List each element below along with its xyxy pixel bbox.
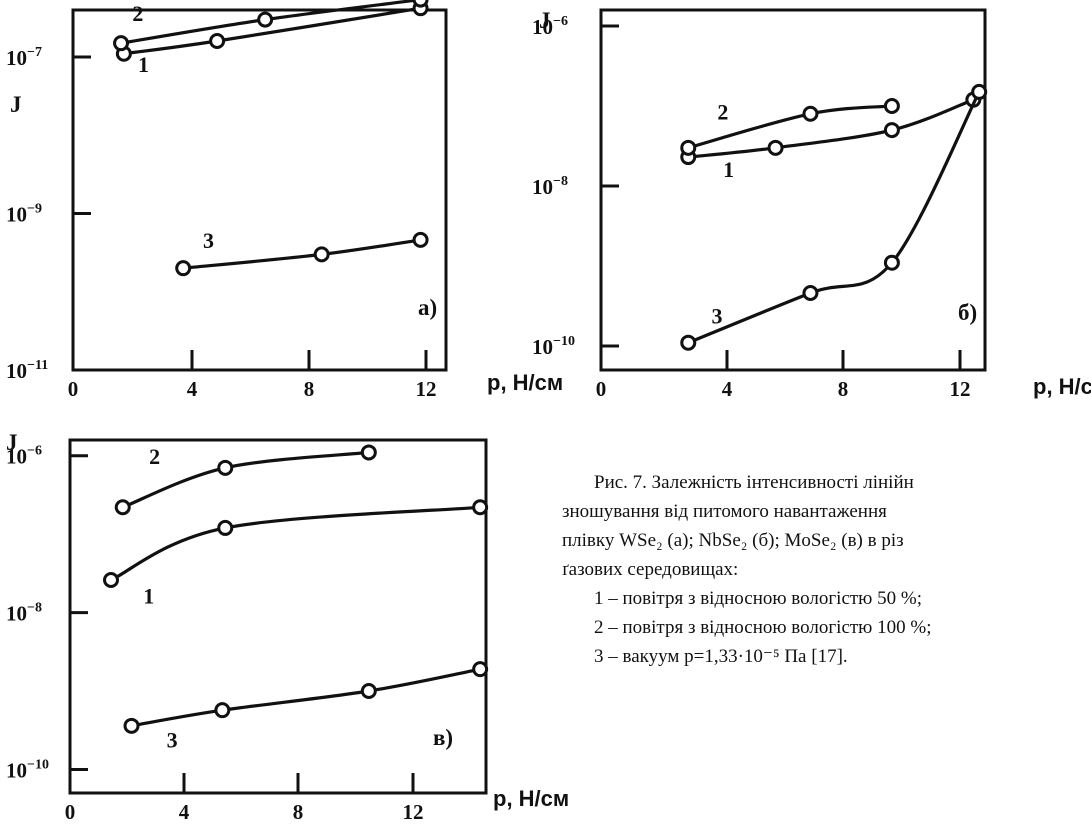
x-tick-label: 8 [304, 377, 315, 401]
data-point-2 [114, 499, 131, 516]
series-line-1 [122, 6, 423, 56]
series-line-3 [181, 238, 423, 270]
y-tick-label: 10−6 [6, 444, 42, 469]
x-tick-label: 0 [596, 377, 607, 401]
data-point-2 [412, 0, 429, 8]
data-point-1 [209, 32, 226, 49]
x-tick-label: 8 [293, 800, 304, 824]
y-tick-label: 10−11 [6, 358, 48, 383]
data-point-3 [680, 334, 697, 351]
caption-legend-1: 1 – повітря з відносною вологістю 50 %; [594, 588, 922, 609]
series-line-1 [686, 98, 975, 159]
x-tick-label: 4 [179, 800, 190, 824]
series-label-2: 2 [149, 444, 160, 469]
figure-caption: Рис. 7. Залежність інтенсивності лінійн … [562, 468, 1091, 671]
series-label-2: 2 [132, 1, 143, 26]
caption-line-1: Рис. 7. Залежність інтенсивності лінійн [594, 472, 914, 493]
panel-label: б) [958, 300, 977, 325]
series-label-3: 3 [203, 228, 214, 253]
x-axis-label: p, Н/см [1033, 374, 1091, 399]
caption-line-4: ґазових середовищах: [562, 559, 739, 580]
caption-legend-2: 2 – повітря з відносною вологістю 100 %; [594, 617, 932, 638]
data-point-3 [175, 260, 192, 277]
data-point-3 [971, 83, 988, 100]
y-tick-label: 10−8 [532, 174, 568, 199]
series-line-3 [686, 90, 981, 345]
data-point-3 [802, 284, 819, 301]
x-tick-label: 4 [187, 377, 198, 401]
data-point-1 [103, 572, 120, 589]
caption-line-3: плівку WSe₂ (а); NbSe₂ (б); MoSe₂ (в) в … [562, 530, 904, 551]
series-label-3: 3 [712, 304, 723, 329]
y-tick-label: 10−10 [532, 334, 575, 359]
y-tick-label: 10−9 [6, 201, 42, 226]
plot-frame [68, 438, 488, 795]
series-label-1: 1 [138, 52, 149, 77]
data-point-2 [680, 139, 697, 156]
data-point-1 [217, 519, 234, 536]
x-tick-label: 4 [722, 377, 733, 401]
y-tick-label: 10−6 [532, 14, 568, 39]
data-point-3 [214, 702, 231, 719]
x-tick-label: 12 [416, 377, 437, 401]
series-label-3: 3 [167, 728, 178, 753]
x-tick-label: 12 [950, 377, 971, 401]
data-point-3 [412, 231, 429, 248]
series-line-1 [109, 505, 482, 582]
panel-label: а) [418, 295, 437, 320]
x-axis-label: p, Н/см [487, 370, 563, 395]
x-axis-label: p, Н/см [493, 786, 569, 811]
series-label-1: 1 [723, 157, 734, 182]
data-point-2 [113, 35, 130, 52]
y-axis-label: J [539, 8, 551, 33]
panel-label: в) [433, 725, 453, 750]
y-tick-label: 10−7 [6, 45, 42, 70]
data-point-2 [217, 459, 234, 476]
series-label-1: 1 [143, 584, 154, 609]
data-point-3 [883, 254, 900, 271]
data-point-3 [472, 661, 489, 678]
data-point-3 [313, 246, 330, 263]
caption-line-2: зношування від питомого навантаження [562, 501, 887, 522]
data-point-3 [123, 717, 140, 734]
x-tick-label: 0 [65, 800, 76, 824]
y-axis-label: J [10, 92, 22, 117]
series-label-2: 2 [717, 99, 728, 124]
data-point-2 [802, 105, 819, 122]
x-tick-label: 0 [68, 377, 79, 401]
caption-legend-3: 3 – вакуум p=1,33·10⁻⁵ Па [17]. [594, 646, 848, 667]
data-point-1 [767, 139, 784, 156]
data-point-2 [257, 11, 274, 28]
data-point-2 [883, 98, 900, 114]
data-point-1 [472, 499, 489, 516]
plot-frame [71, 8, 448, 372]
x-tick-label: 12 [403, 800, 424, 824]
y-axis-label: J [6, 430, 18, 455]
data-point-3 [360, 683, 377, 700]
data-point-2 [360, 444, 377, 461]
series-line-3 [129, 667, 482, 728]
data-point-1 [883, 122, 900, 139]
x-tick-label: 8 [838, 377, 849, 401]
y-tick-label: 10−8 [6, 601, 42, 626]
plot-frame [599, 8, 987, 372]
y-tick-label: 10−10 [6, 757, 49, 782]
